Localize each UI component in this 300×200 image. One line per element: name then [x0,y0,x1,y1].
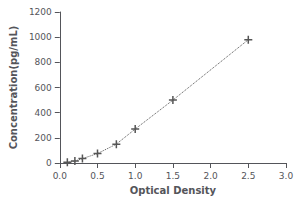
svg-text:Concentration(pg/mL): Concentration(pg/mL) [8,26,19,150]
svg-text:0: 0 [46,158,52,168]
svg-text:Optical Density: Optical Density [130,185,217,196]
svg-text:0.5: 0.5 [90,171,104,181]
svg-text:400: 400 [35,108,52,118]
svg-text:2.5: 2.5 [241,171,255,181]
svg-text:3.0: 3.0 [279,171,294,181]
svg-text:1200: 1200 [29,7,52,17]
svg-text:2.0: 2.0 [203,171,218,181]
svg-text:800: 800 [35,57,52,67]
svg-text:1000: 1000 [29,32,52,42]
svg-text:600: 600 [35,83,52,93]
svg-text:1.0: 1.0 [128,171,143,181]
svg-text:0.0: 0.0 [53,171,68,181]
svg-text:200: 200 [35,133,52,143]
svg-text:1.5: 1.5 [166,171,180,181]
